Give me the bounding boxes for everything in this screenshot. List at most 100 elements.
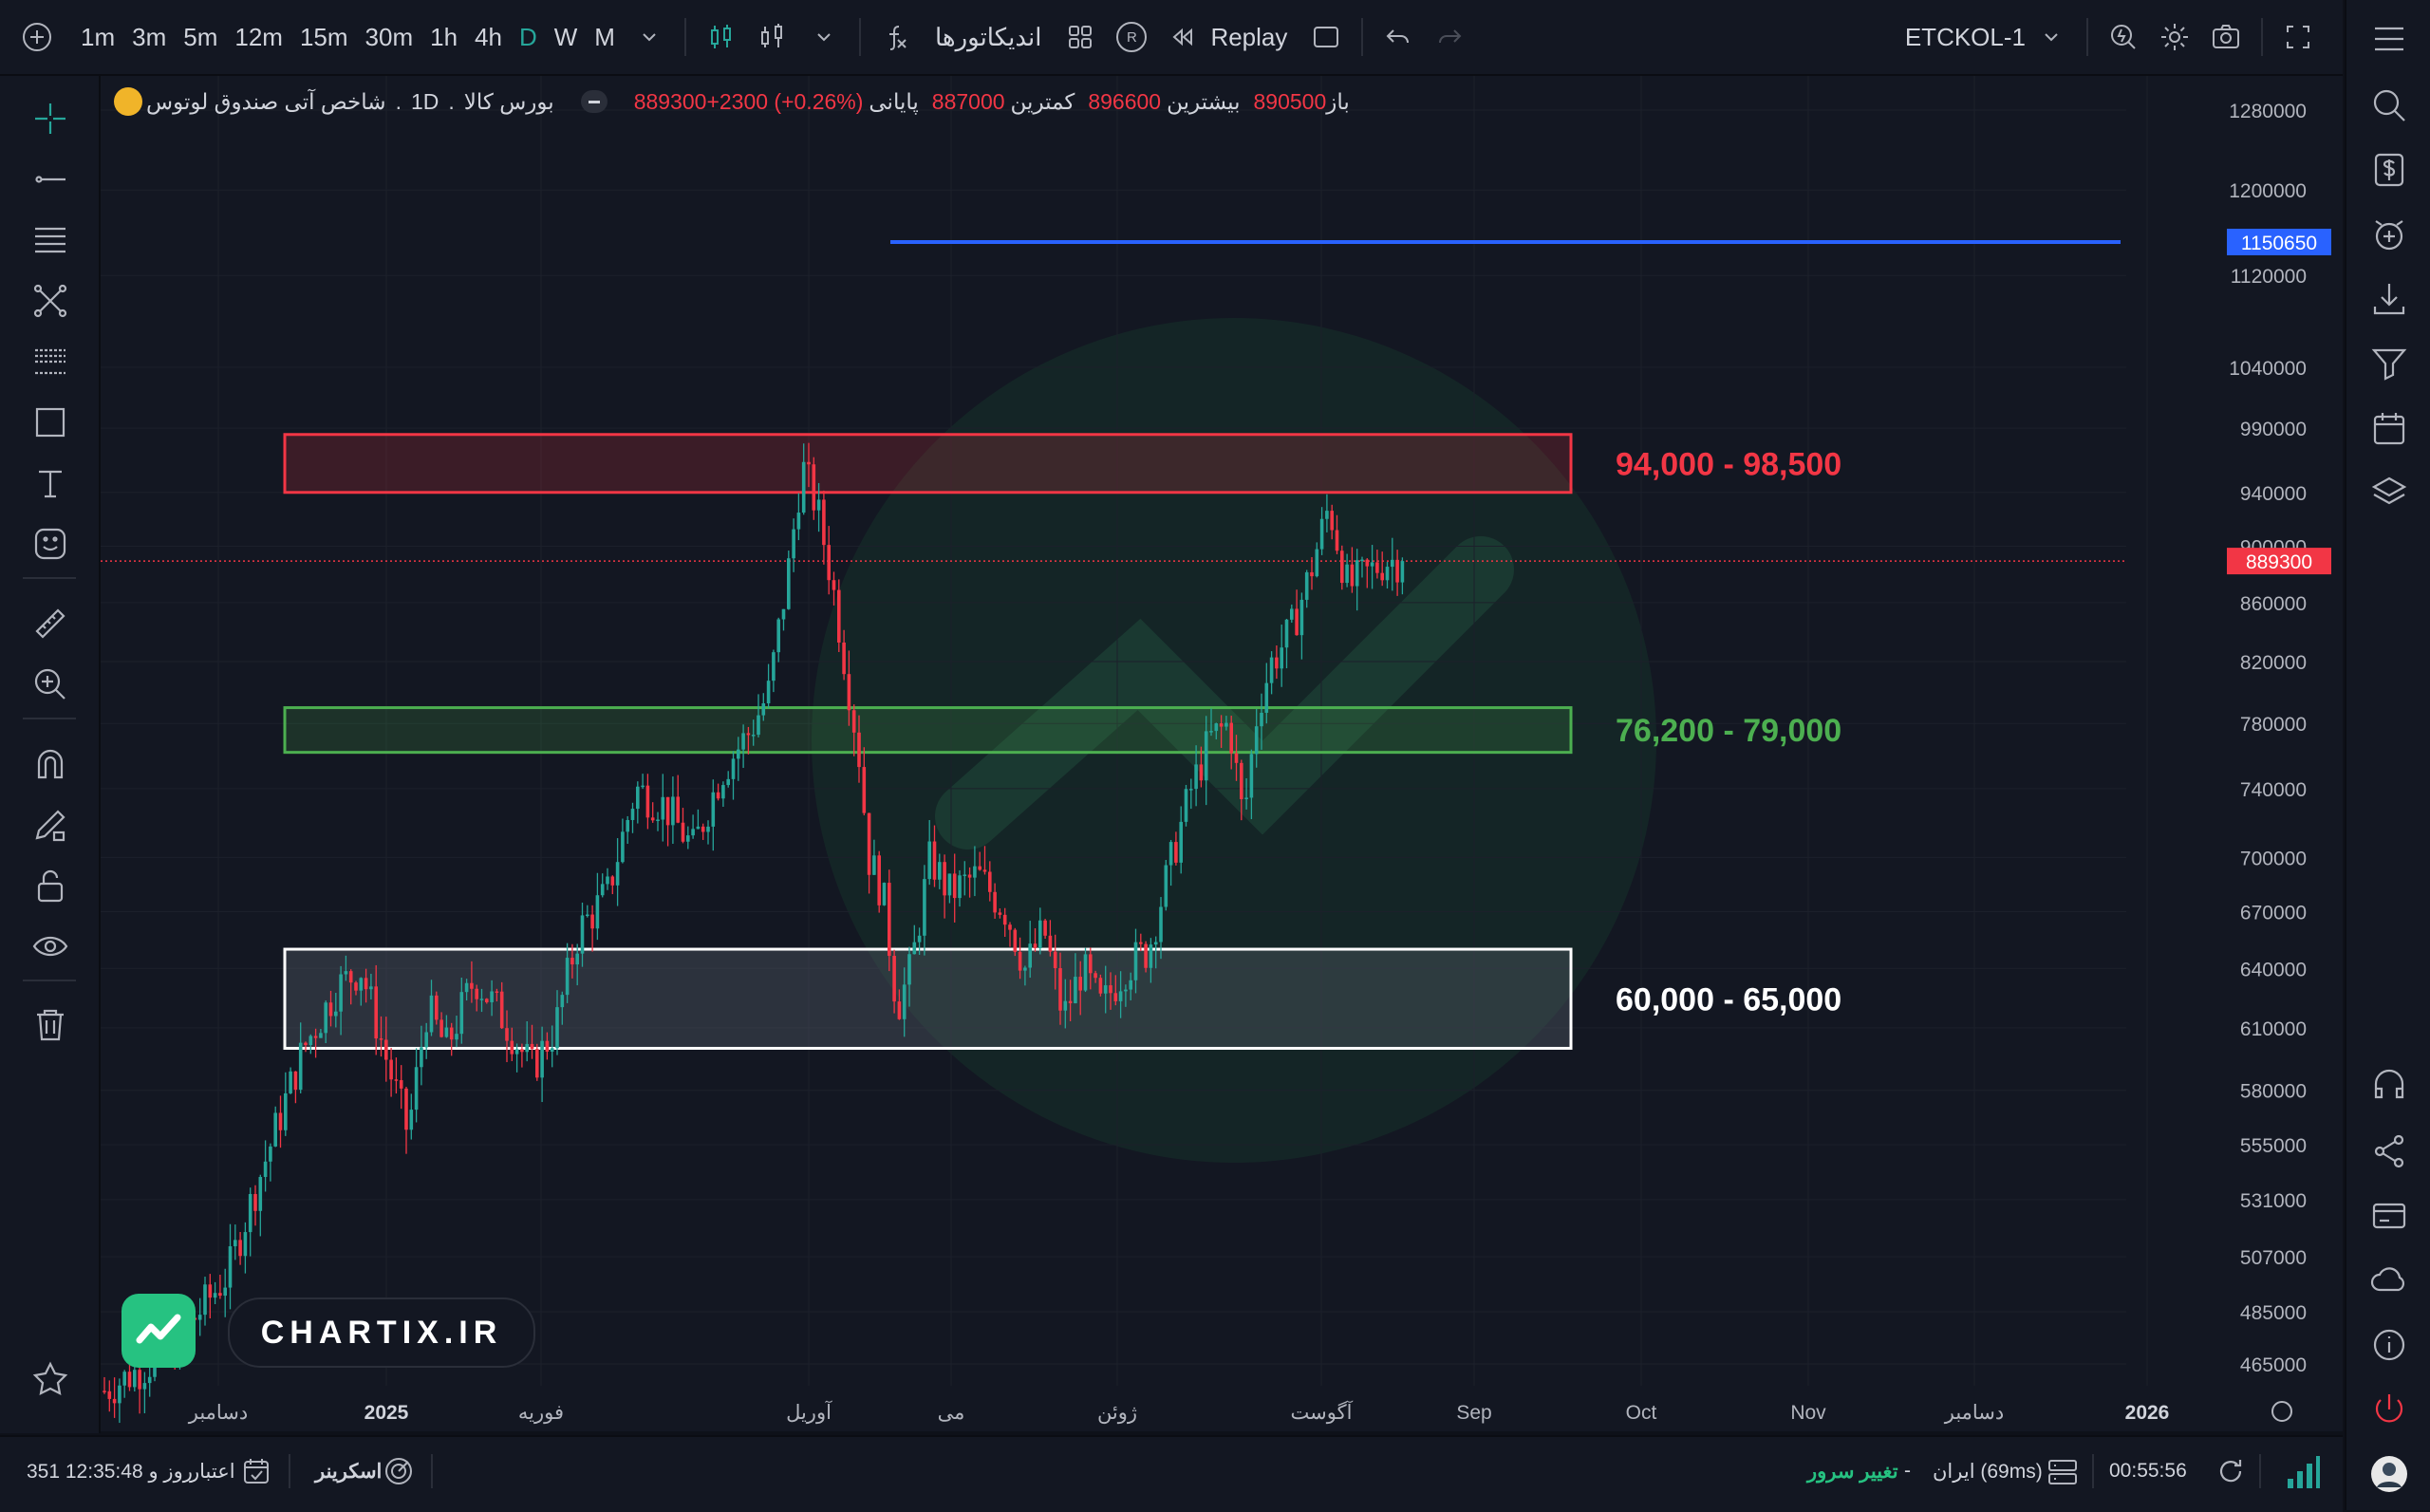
timeframe-m[interactable]: M xyxy=(594,22,615,51)
alert-r-icon[interactable]: R xyxy=(1106,11,1157,63)
scanner-button[interactable]: اسکرینر xyxy=(315,1461,383,1483)
zoom-in-icon[interactable] xyxy=(28,663,72,706)
replay-button[interactable]: Replay xyxy=(1210,22,1288,51)
timeframe-d[interactable]: D xyxy=(518,22,537,51)
horizontal-lines-icon[interactable] xyxy=(28,218,72,262)
open-label: باز xyxy=(1326,88,1350,114)
zone-box[interactable] xyxy=(283,947,1573,1050)
fullscreen-icon[interactable] xyxy=(2272,11,2324,63)
indicators-button[interactable]: اندیکاتورها xyxy=(934,22,1042,51)
quick-search-icon[interactable] xyxy=(2098,11,2149,63)
timeframe-1h[interactable]: 1h xyxy=(430,22,458,51)
chevron-down-icon[interactable] xyxy=(798,11,850,63)
gear-icon[interactable] xyxy=(2149,11,2200,63)
candle-body xyxy=(293,1071,298,1091)
timeframe-15m[interactable]: 15m xyxy=(299,22,348,51)
layout-icon[interactable] xyxy=(1300,11,1352,63)
download-icon[interactable] xyxy=(2367,277,2411,321)
rectangle-icon[interactable] xyxy=(28,401,72,444)
price-tick-label: 555000 xyxy=(2240,1135,2307,1157)
candle-body xyxy=(1118,991,1123,1001)
info-icon[interactable] xyxy=(2367,1323,2411,1367)
candle-body xyxy=(1280,647,1283,669)
redo-icon[interactable] xyxy=(1424,11,1475,63)
ruler-icon[interactable] xyxy=(28,602,72,645)
divider xyxy=(2261,18,2263,56)
timeframe-4h[interactable]: 4h xyxy=(475,22,502,51)
watermark-logo-mark xyxy=(935,536,1514,849)
collapse-legend-button[interactable] xyxy=(580,90,608,113)
candle-body xyxy=(253,1194,257,1211)
candle-body xyxy=(943,862,946,896)
search-icon[interactable] xyxy=(2367,84,2411,127)
calendar-icon[interactable] xyxy=(241,1456,271,1486)
zone-box[interactable] xyxy=(283,433,1573,495)
price-tick-label: 1200000 xyxy=(2229,180,2307,202)
bar-chart-style-icon[interactable] xyxy=(747,11,798,63)
filter-icon[interactable] xyxy=(2367,342,2411,385)
time-tick-label: می xyxy=(938,1402,965,1424)
trend-line-icon[interactable] xyxy=(28,158,72,201)
candles-icon[interactable] xyxy=(696,11,747,63)
low-label: کمترین xyxy=(1010,88,1075,114)
fib-levels-icon[interactable] xyxy=(28,340,72,383)
power-icon[interactable] xyxy=(2367,1388,2411,1431)
price-chart[interactable]: 1280000 1200000 1120000 1040000 990000 940000… xyxy=(101,76,2343,1431)
pattern-icon[interactable] xyxy=(28,279,72,323)
time-tick-label: Sep xyxy=(1456,1402,1491,1424)
zone-box[interactable] xyxy=(283,706,1573,755)
templates-grid-icon[interactable] xyxy=(1055,11,1106,63)
chart-area[interactable]: 1280000 1200000 1120000 1040000 990000 940000… xyxy=(101,76,2343,1431)
candle-body xyxy=(490,991,494,1002)
crosshair-icon[interactable] xyxy=(28,97,72,140)
headset-icon[interactable] xyxy=(2367,1063,2411,1107)
replay-icon[interactable] xyxy=(1157,11,1208,63)
candle-body xyxy=(1194,764,1198,790)
layers-icon[interactable] xyxy=(2367,471,2411,514)
menu-icon[interactable] xyxy=(2367,17,2411,61)
candle-body xyxy=(455,1034,458,1040)
star-icon[interactable] xyxy=(28,1357,72,1401)
camera-icon[interactable] xyxy=(2200,11,2252,63)
function-icon[interactable] xyxy=(870,11,922,63)
timeframe-3m[interactable]: 3m xyxy=(132,22,167,51)
candle-body xyxy=(313,1036,318,1038)
trash-icon[interactable] xyxy=(28,1002,72,1046)
candle-body xyxy=(1249,754,1254,798)
symbol-selector[interactable]: ETCKOL-1 xyxy=(1904,22,2026,51)
candle-body xyxy=(897,1001,902,1019)
axis-settings-icon[interactable] xyxy=(2271,1401,2292,1422)
candle-body xyxy=(932,841,937,880)
interval-label: 1D xyxy=(410,88,439,114)
dollar-icon[interactable] xyxy=(2367,148,2411,192)
eye-icon[interactable] xyxy=(28,924,72,968)
timeframe-12m[interactable]: 12m xyxy=(234,22,283,51)
undo-icon[interactable] xyxy=(1373,11,1424,63)
timeframe-w[interactable]: W xyxy=(553,22,578,51)
calendar-icon[interactable] xyxy=(2367,406,2411,450)
timeframe-1m[interactable]: 1m xyxy=(81,22,116,51)
candle-body xyxy=(1355,560,1359,587)
text-icon[interactable] xyxy=(28,461,72,505)
candle-body xyxy=(1179,821,1183,863)
cloud-icon[interactable] xyxy=(2367,1259,2411,1302)
timeframe-30m[interactable]: 30m xyxy=(364,22,414,51)
radar-icon[interactable] xyxy=(383,1456,414,1486)
candle-body xyxy=(444,1027,449,1037)
share-icon[interactable] xyxy=(2367,1129,2411,1173)
candle-body xyxy=(1189,789,1193,791)
lock-icon[interactable] xyxy=(28,864,72,907)
pencil-lock-icon[interactable] xyxy=(28,803,72,847)
add-alert-icon[interactable] xyxy=(2367,213,2411,256)
candle-body xyxy=(822,499,826,546)
avatar[interactable] xyxy=(2367,1452,2411,1496)
chevron-down-icon[interactable] xyxy=(2026,11,2077,63)
chevron-down-icon[interactable] xyxy=(624,11,675,63)
refresh-icon[interactable] xyxy=(2215,1456,2246,1486)
magnet-icon[interactable] xyxy=(28,742,72,786)
card-icon[interactable] xyxy=(2367,1194,2411,1238)
emoji-icon[interactable] xyxy=(28,522,72,566)
timeframe-5m[interactable]: 5m xyxy=(183,22,218,51)
add-symbol-icon[interactable] xyxy=(11,11,63,63)
change-server-link[interactable]: تغییر سرور xyxy=(1807,1461,1898,1483)
